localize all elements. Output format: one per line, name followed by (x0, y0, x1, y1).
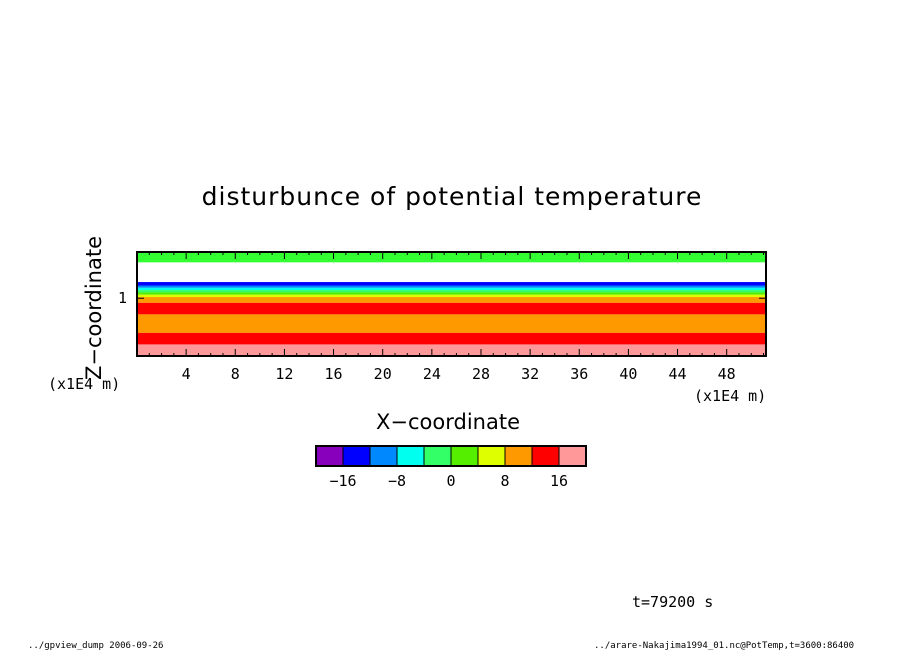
x-tick-label: 40 (619, 365, 637, 383)
colorbar-tick-label: 16 (550, 472, 568, 490)
heatmap-band (137, 282, 766, 286)
colorbar-swatch (369, 445, 398, 467)
colorbar-swatch (342, 445, 371, 467)
y-tick-label: 1 (118, 289, 127, 307)
x-tick-label: 28 (472, 365, 490, 383)
x-tick-label: 8 (231, 365, 240, 383)
colorbar-swatch (504, 445, 533, 467)
heatmap-band (137, 314, 766, 333)
colorbar-swatch (423, 445, 452, 467)
heatmap-band (137, 344, 766, 356)
x-tick-label: 20 (374, 365, 392, 383)
x-tick-label: 24 (423, 365, 441, 383)
y-axis-label: Z−coordinate (82, 236, 106, 380)
y-axis-unit: (x1E4 m) (48, 375, 121, 393)
x-tick-label: 4 (182, 365, 191, 383)
time-annotation: t=79200 s (632, 593, 714, 611)
x-tick-label: 48 (718, 365, 736, 383)
x-tick-label: 32 (521, 365, 539, 383)
colorbar-swatch (558, 445, 587, 467)
heatmap-band (137, 292, 766, 295)
colorbar-tick-label: 8 (500, 472, 509, 490)
x-axis-unit: (x1E4 m) (694, 387, 767, 405)
x-tick-label: 44 (669, 365, 687, 383)
footer-right: ../arare-Nakajima1994_01.nc@PotTemp,t=36… (594, 641, 855, 651)
colorbar-swatch (396, 445, 425, 467)
colorbar-swatch (477, 445, 506, 467)
y-ticks: 1 (118, 289, 766, 307)
footer-left: ../gpview_dump 2006-09-26 (28, 641, 164, 651)
x-axis-label: X−coordinate (376, 410, 520, 434)
heatmap-band (137, 297, 766, 303)
heatmap-band (137, 302, 766, 315)
colorbar: −16 −8 0 8 16 (315, 445, 587, 490)
colorbar-swatch (315, 445, 344, 467)
heatmap-band (137, 332, 766, 345)
heatmap-band (137, 262, 766, 283)
chart-title: disturbunce of potential temperature (201, 182, 703, 211)
x-tick-label: 12 (275, 365, 293, 383)
heatmap-band (137, 252, 766, 263)
heatmap-band (137, 285, 766, 288)
plot-frame (136, 251, 767, 357)
colorbar-swatch (450, 445, 479, 467)
heatmap-band (137, 290, 766, 293)
x-tick-label: 36 (570, 365, 588, 383)
colorbar-swatch (531, 445, 560, 467)
plot-bands (137, 252, 766, 356)
x-ticks: 4 8 12 16 20 24 28 32 36 40 44 48 (148, 252, 765, 383)
heatmap-band (137, 287, 766, 291)
colorbar-frame (315, 445, 587, 467)
heatmap-band (137, 294, 766, 298)
x-tick-label: 16 (325, 365, 343, 383)
colorbar-tick-label: −8 (388, 472, 406, 490)
colorbar-tick-label: 0 (446, 472, 455, 490)
colorbar-tick-label: −16 (329, 472, 356, 490)
